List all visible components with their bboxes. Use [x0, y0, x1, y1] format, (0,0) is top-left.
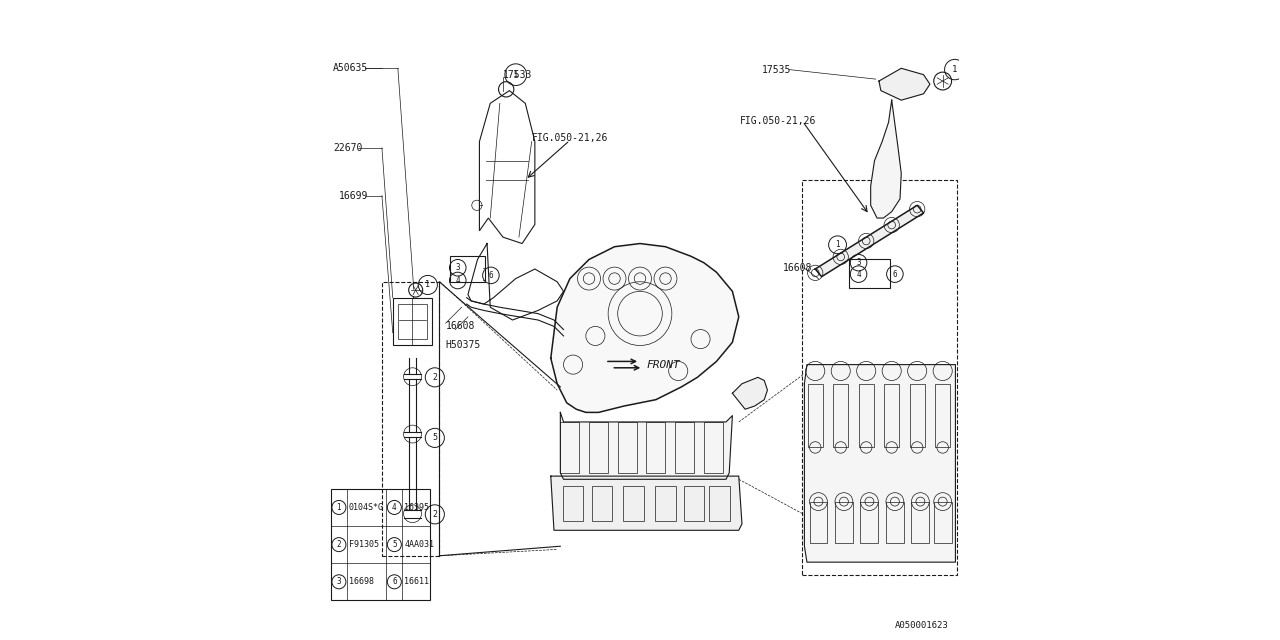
- Text: 4: 4: [856, 269, 861, 278]
- Polygon shape: [804, 365, 955, 562]
- Text: 1: 1: [425, 280, 430, 289]
- Text: 3: 3: [456, 263, 460, 272]
- Text: 2: 2: [337, 540, 342, 549]
- Bar: [646, 422, 666, 473]
- Bar: [381, 282, 439, 556]
- Bar: [704, 422, 723, 473]
- Text: H50375: H50375: [445, 340, 481, 351]
- Text: 1: 1: [952, 65, 957, 74]
- Polygon shape: [870, 100, 901, 218]
- Polygon shape: [561, 412, 732, 479]
- Bar: [591, 486, 612, 521]
- Text: 1: 1: [337, 503, 342, 512]
- Bar: [809, 502, 827, 543]
- Text: 16611: 16611: [404, 577, 429, 586]
- Text: 0104S*G: 0104S*G: [348, 503, 384, 512]
- Text: 1: 1: [513, 70, 518, 79]
- Bar: [910, 384, 925, 447]
- Polygon shape: [550, 244, 739, 412]
- Polygon shape: [879, 68, 931, 100]
- Bar: [561, 422, 580, 473]
- Bar: [859, 384, 874, 447]
- Bar: [860, 502, 878, 543]
- Bar: [709, 486, 730, 521]
- Text: 17533: 17533: [503, 70, 532, 79]
- Text: 16699: 16699: [339, 191, 369, 201]
- Text: 6: 6: [489, 271, 493, 280]
- Bar: [655, 486, 676, 521]
- Text: 4: 4: [392, 503, 397, 512]
- Text: FRONT: FRONT: [646, 360, 680, 370]
- Text: 3: 3: [337, 577, 342, 586]
- Text: 6: 6: [892, 269, 897, 278]
- Text: 4AA031: 4AA031: [404, 540, 434, 549]
- Bar: [833, 384, 849, 447]
- Text: 4: 4: [456, 276, 460, 285]
- Bar: [563, 486, 584, 521]
- Bar: [393, 298, 433, 346]
- Bar: [623, 486, 644, 521]
- Polygon shape: [732, 378, 768, 409]
- Text: 5: 5: [392, 540, 397, 549]
- Text: 16395: 16395: [404, 503, 429, 512]
- Bar: [934, 384, 950, 447]
- Text: 16698: 16698: [348, 577, 374, 586]
- Text: 3: 3: [856, 258, 861, 267]
- Bar: [684, 486, 704, 521]
- Text: FIG.050-21,26: FIG.050-21,26: [740, 116, 817, 126]
- Bar: [808, 384, 823, 447]
- Bar: [332, 489, 430, 600]
- Text: 17535: 17535: [763, 65, 792, 75]
- Text: 6: 6: [392, 577, 397, 586]
- Bar: [618, 422, 637, 473]
- Text: 2: 2: [433, 510, 438, 519]
- Text: 5: 5: [433, 433, 438, 442]
- Polygon shape: [815, 205, 924, 276]
- Text: A050001623: A050001623: [895, 621, 948, 630]
- Bar: [589, 422, 608, 473]
- Text: 2: 2: [433, 373, 438, 382]
- Bar: [398, 304, 428, 339]
- Bar: [835, 502, 852, 543]
- Bar: [849, 259, 891, 288]
- Text: FIG.050-21,26: FIG.050-21,26: [531, 133, 608, 143]
- Text: 16608: 16608: [783, 263, 812, 273]
- Bar: [884, 384, 900, 447]
- Bar: [675, 422, 694, 473]
- Text: A50635: A50635: [333, 63, 369, 74]
- Bar: [911, 502, 929, 543]
- Text: 22670: 22670: [333, 143, 362, 153]
- Bar: [933, 502, 951, 543]
- Bar: [803, 180, 957, 575]
- Text: F91305: F91305: [348, 540, 379, 549]
- Bar: [886, 502, 904, 543]
- Text: 1: 1: [836, 240, 840, 250]
- Polygon shape: [550, 476, 742, 531]
- Text: 16608: 16608: [445, 321, 475, 332]
- Bar: [451, 256, 485, 282]
